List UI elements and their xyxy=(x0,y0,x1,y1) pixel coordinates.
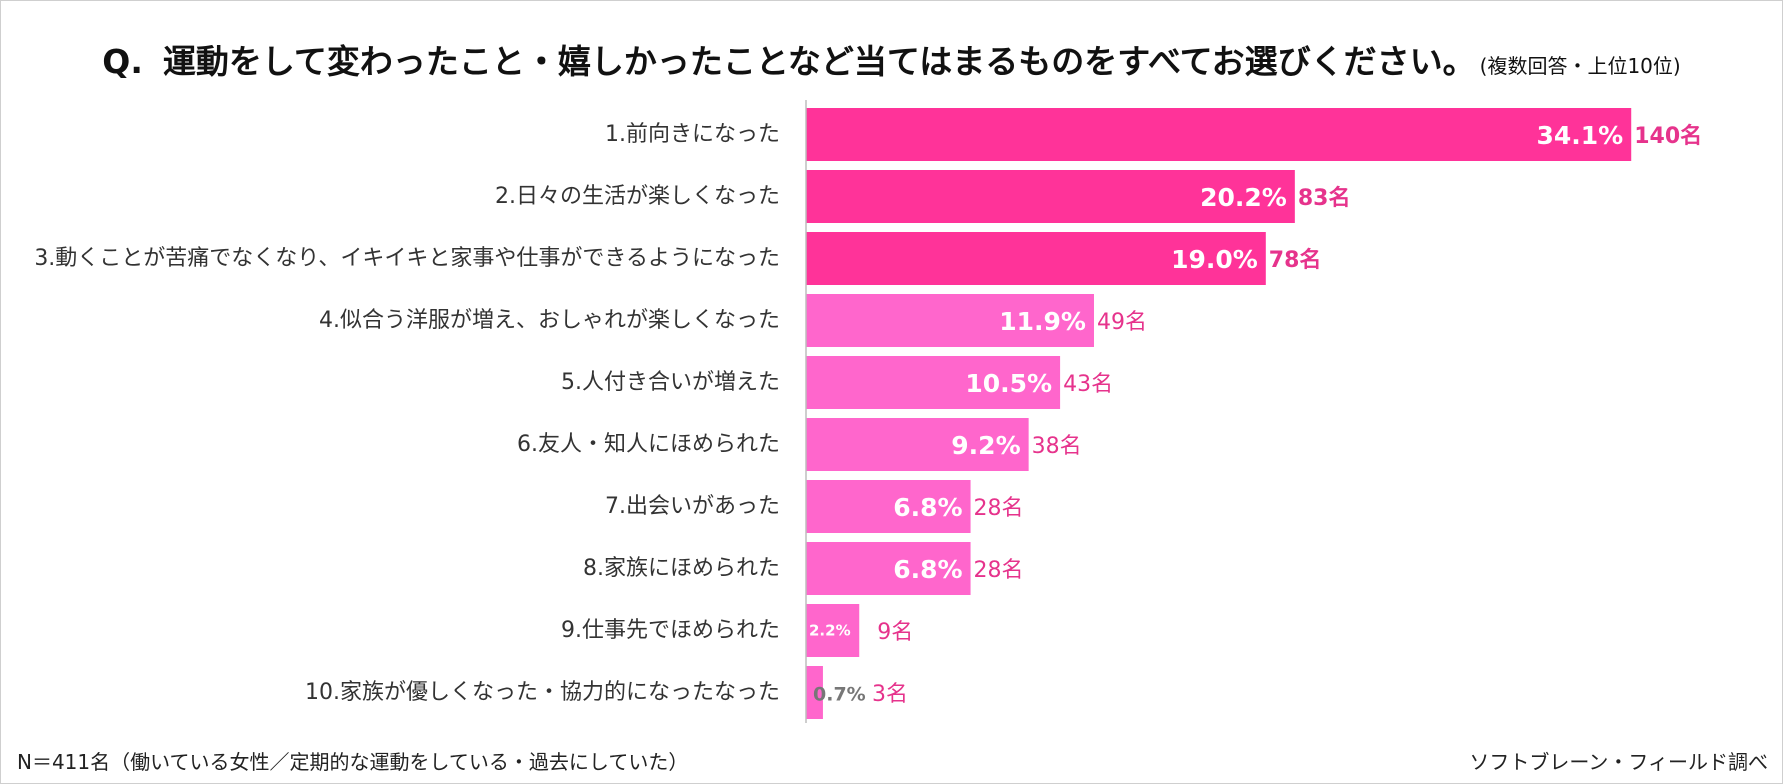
value-label-5: 10.5% xyxy=(965,369,1052,398)
count-label-7: 28名 xyxy=(974,496,1024,521)
question-prefix: Q. xyxy=(102,42,143,81)
question-note: (複数回答・上位10位) xyxy=(1479,54,1681,78)
count-label-2: 83名 xyxy=(1298,185,1351,211)
category-label-1: 1.前向きになった xyxy=(605,122,780,147)
value-label-8: 6.8% xyxy=(893,555,962,584)
category-label-2: 2.日々の生活が楽しくなった xyxy=(495,184,780,209)
bar-7 xyxy=(806,480,971,533)
value-label-6: 9.2% xyxy=(951,431,1020,460)
category-label-5: 5.人付き合いが増えた xyxy=(561,370,780,395)
bar-1 xyxy=(806,108,1632,161)
count-label-5: 43名 xyxy=(1063,372,1113,397)
category-label-10: 10.家族が優しくなった・協力的になったなった xyxy=(305,680,780,705)
category-label-8: 8.家族にほめられた xyxy=(583,556,780,581)
bar-6 xyxy=(806,418,1029,471)
category-label-6: 6.友人・知人にほめられた xyxy=(517,432,780,457)
count-label-4: 49名 xyxy=(1097,310,1147,335)
sample-footnote: N＝411名（働いている女性／定期的な運動をしている・過去にしていた） xyxy=(17,750,689,774)
count-label-6: 38名 xyxy=(1032,434,1082,459)
value-label-10: 0.7% xyxy=(813,684,866,706)
bar-4 xyxy=(806,294,1094,347)
category-label-3: 3.動くことが苦痛でなくなり、イキイキと家事や仕事ができるようになった xyxy=(34,246,780,271)
value-label-3: 19.0% xyxy=(1171,245,1258,274)
bar-10 xyxy=(806,666,823,719)
count-label-1: 140名 xyxy=(1634,123,1702,149)
value-label-4: 11.9% xyxy=(999,307,1086,336)
source-credit: ソフトブレーン・フィールド調べ xyxy=(1469,750,1768,774)
category-label-9: 9.仕事先でほめられた xyxy=(561,618,780,643)
value-label-2: 20.2% xyxy=(1200,183,1287,212)
question-text: 運動をして変わったこと・嬉しかったことなど当てはまるものをすべてお選びください。 xyxy=(162,42,1476,81)
count-label-3: 78名 xyxy=(1269,247,1322,273)
value-label-9: 2.2% xyxy=(809,622,851,640)
count-label-9: 9名 xyxy=(877,620,913,645)
bar-2 xyxy=(806,170,1295,223)
category-label-4: 4.似合う洋服が増え、おしゃれが楽しくなった xyxy=(319,308,780,333)
chart-title: Q. 運動をして変わったこと・嬉しかったことなど当てはまるものをすべてお選びくださ… xyxy=(1,35,1782,83)
bar-9 xyxy=(806,604,860,657)
count-label-8: 28名 xyxy=(974,558,1024,583)
bar-3 xyxy=(806,232,1266,285)
value-label-1: 34.1% xyxy=(1536,121,1623,150)
value-label-7: 6.8% xyxy=(893,493,962,522)
count-label-10: 3名 xyxy=(872,682,908,707)
bar-5 xyxy=(806,356,1061,409)
bar-8 xyxy=(806,542,971,595)
category-label-7: 7.出会いがあった xyxy=(605,494,780,519)
